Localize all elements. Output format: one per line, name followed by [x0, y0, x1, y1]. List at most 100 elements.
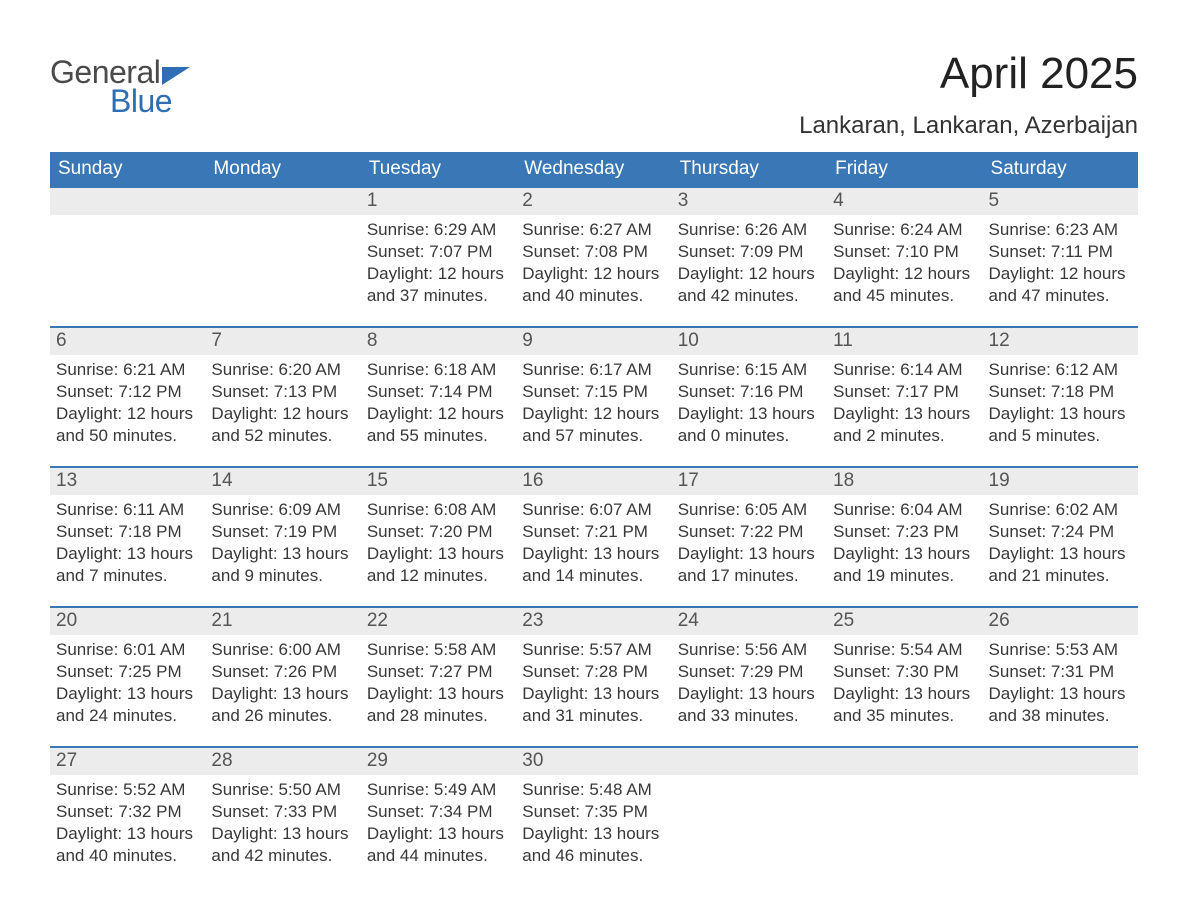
day-details: Sunrise: 6:26 AMSunset: 7:09 PMDaylight:…: [672, 215, 827, 312]
daylight-line: Daylight: 13 hours and 14 minutes.: [522, 543, 665, 587]
sunrise-line: Sunrise: 6:05 AM: [678, 499, 821, 521]
day-number: 22: [361, 608, 516, 635]
sunrise-line: Sunrise: 6:14 AM: [833, 359, 976, 381]
calendar-day: [50, 188, 205, 312]
sunset-line: Sunset: 7:30 PM: [833, 661, 976, 683]
sunset-line: Sunset: 7:22 PM: [678, 521, 821, 543]
calendar-day: 11Sunrise: 6:14 AMSunset: 7:17 PMDayligh…: [827, 328, 982, 452]
title-block: April 2025 Lankaran, Lankaran, Azerbaija…: [799, 50, 1138, 140]
sunset-line: Sunset: 7:14 PM: [367, 381, 510, 403]
sunrise-line: Sunrise: 6:21 AM: [56, 359, 199, 381]
daylight-line: Daylight: 13 hours and 9 minutes.: [211, 543, 354, 587]
sunrise-line: Sunrise: 5:49 AM: [367, 779, 510, 801]
daylight-line: Daylight: 12 hours and 52 minutes.: [211, 403, 354, 447]
calendar-day: 25Sunrise: 5:54 AMSunset: 7:30 PMDayligh…: [827, 608, 982, 732]
day-number: 17: [672, 468, 827, 495]
calendar-day: 5Sunrise: 6:23 AMSunset: 7:11 PMDaylight…: [983, 188, 1138, 312]
sunrise-line: Sunrise: 6:29 AM: [367, 219, 510, 241]
weekday-header: Wednesday: [516, 152, 671, 188]
day-details: Sunrise: 6:17 AMSunset: 7:15 PMDaylight:…: [516, 355, 671, 452]
sunrise-line: Sunrise: 6:00 AM: [211, 639, 354, 661]
sunset-line: Sunset: 7:12 PM: [56, 381, 199, 403]
weekday-header: Thursday: [672, 152, 827, 188]
day-number: 7: [205, 328, 360, 355]
calendar-week: 6Sunrise: 6:21 AMSunset: 7:12 PMDaylight…: [50, 326, 1138, 452]
daylight-line: Daylight: 13 hours and 2 minutes.: [833, 403, 976, 447]
day-details: Sunrise: 6:08 AMSunset: 7:20 PMDaylight:…: [361, 495, 516, 592]
day-details: Sunrise: 6:11 AMSunset: 7:18 PMDaylight:…: [50, 495, 205, 592]
weekday-header-row: SundayMondayTuesdayWednesdayThursdayFrid…: [50, 152, 1138, 188]
day-number: 8: [361, 328, 516, 355]
calendar-day: [205, 188, 360, 312]
sunrise-line: Sunrise: 5:48 AM: [522, 779, 665, 801]
sunset-line: Sunset: 7:29 PM: [678, 661, 821, 683]
day-details: Sunrise: 6:02 AMSunset: 7:24 PMDaylight:…: [983, 495, 1138, 592]
daylight-line: Daylight: 13 hours and 12 minutes.: [367, 543, 510, 587]
day-number: 3: [672, 188, 827, 215]
sunset-line: Sunset: 7:28 PM: [522, 661, 665, 683]
weekday-header: Tuesday: [361, 152, 516, 188]
day-details: [983, 775, 1138, 871]
sunset-line: Sunset: 7:27 PM: [367, 661, 510, 683]
day-details: Sunrise: 5:54 AMSunset: 7:30 PMDaylight:…: [827, 635, 982, 732]
header: General Blue April 2025 Lankaran, Lankar…: [50, 50, 1138, 140]
calendar-day: 24Sunrise: 5:56 AMSunset: 7:29 PMDayligh…: [672, 608, 827, 732]
sunset-line: Sunset: 7:18 PM: [56, 521, 199, 543]
sunrise-line: Sunrise: 6:08 AM: [367, 499, 510, 521]
calendar-day: 10Sunrise: 6:15 AMSunset: 7:16 PMDayligh…: [672, 328, 827, 452]
sunrise-line: Sunrise: 5:54 AM: [833, 639, 976, 661]
day-number: 29: [361, 748, 516, 775]
sunset-line: Sunset: 7:13 PM: [211, 381, 354, 403]
sunrise-line: Sunrise: 5:57 AM: [522, 639, 665, 661]
sunset-line: Sunset: 7:20 PM: [367, 521, 510, 543]
day-number: [672, 748, 827, 775]
day-number: 20: [50, 608, 205, 635]
sunset-line: Sunset: 7:26 PM: [211, 661, 354, 683]
day-details: Sunrise: 5:57 AMSunset: 7:28 PMDaylight:…: [516, 635, 671, 732]
day-details: Sunrise: 5:58 AMSunset: 7:27 PMDaylight:…: [361, 635, 516, 732]
weekday-header: Monday: [205, 152, 360, 188]
sunrise-line: Sunrise: 6:23 AM: [989, 219, 1132, 241]
daylight-line: Daylight: 13 hours and 35 minutes.: [833, 683, 976, 727]
calendar-day: 18Sunrise: 6:04 AMSunset: 7:23 PMDayligh…: [827, 468, 982, 592]
day-details: [50, 215, 205, 311]
calendar-day: 14Sunrise: 6:09 AMSunset: 7:19 PMDayligh…: [205, 468, 360, 592]
day-number: 23: [516, 608, 671, 635]
calendar-day: 28Sunrise: 5:50 AMSunset: 7:33 PMDayligh…: [205, 748, 360, 872]
day-number: [983, 748, 1138, 775]
calendar-day: 1Sunrise: 6:29 AMSunset: 7:07 PMDaylight…: [361, 188, 516, 312]
day-details: Sunrise: 6:07 AMSunset: 7:21 PMDaylight:…: [516, 495, 671, 592]
daylight-line: Daylight: 13 hours and 21 minutes.: [989, 543, 1132, 587]
sunset-line: Sunset: 7:15 PM: [522, 381, 665, 403]
day-details: Sunrise: 6:24 AMSunset: 7:10 PMDaylight:…: [827, 215, 982, 312]
sunrise-line: Sunrise: 6:26 AM: [678, 219, 821, 241]
sunrise-line: Sunrise: 6:15 AM: [678, 359, 821, 381]
sunset-line: Sunset: 7:19 PM: [211, 521, 354, 543]
calendar-day: [672, 748, 827, 872]
calendar-week: 13Sunrise: 6:11 AMSunset: 7:18 PMDayligh…: [50, 466, 1138, 592]
day-number: 11: [827, 328, 982, 355]
weekday-header: Saturday: [983, 152, 1138, 188]
day-details: Sunrise: 5:52 AMSunset: 7:32 PMDaylight:…: [50, 775, 205, 872]
calendar-day: 8Sunrise: 6:18 AMSunset: 7:14 PMDaylight…: [361, 328, 516, 452]
daylight-line: Daylight: 13 hours and 17 minutes.: [678, 543, 821, 587]
calendar-day: 29Sunrise: 5:49 AMSunset: 7:34 PMDayligh…: [361, 748, 516, 872]
day-number: 15: [361, 468, 516, 495]
day-number: 12: [983, 328, 1138, 355]
calendar-week: 1Sunrise: 6:29 AMSunset: 7:07 PMDaylight…: [50, 188, 1138, 312]
calendar-day: 2Sunrise: 6:27 AMSunset: 7:08 PMDaylight…: [516, 188, 671, 312]
day-details: Sunrise: 6:18 AMSunset: 7:14 PMDaylight:…: [361, 355, 516, 452]
daylight-line: Daylight: 13 hours and 42 minutes.: [211, 823, 354, 867]
sunset-line: Sunset: 7:07 PM: [367, 241, 510, 263]
daylight-line: Daylight: 13 hours and 0 minutes.: [678, 403, 821, 447]
daylight-line: Daylight: 12 hours and 42 minutes.: [678, 263, 821, 307]
daylight-line: Daylight: 13 hours and 33 minutes.: [678, 683, 821, 727]
daylight-line: Daylight: 12 hours and 37 minutes.: [367, 263, 510, 307]
day-details: Sunrise: 5:56 AMSunset: 7:29 PMDaylight:…: [672, 635, 827, 732]
calendar-day: 7Sunrise: 6:20 AMSunset: 7:13 PMDaylight…: [205, 328, 360, 452]
day-details: Sunrise: 5:53 AMSunset: 7:31 PMDaylight:…: [983, 635, 1138, 732]
daylight-line: Daylight: 13 hours and 31 minutes.: [522, 683, 665, 727]
daylight-line: Daylight: 13 hours and 24 minutes.: [56, 683, 199, 727]
day-number: [205, 188, 360, 215]
sunrise-line: Sunrise: 6:27 AM: [522, 219, 665, 241]
